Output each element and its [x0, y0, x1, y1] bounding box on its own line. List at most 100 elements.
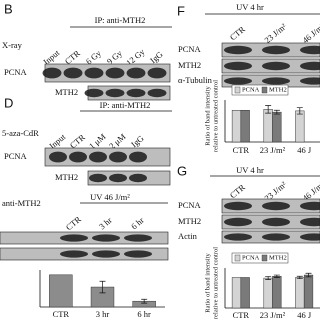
blot-band — [69, 151, 87, 163]
blot-band — [63, 67, 83, 79]
lane-label: IgG — [129, 133, 146, 149]
error-bar — [265, 105, 272, 114]
blot-band — [262, 77, 290, 85]
blot-band — [129, 151, 147, 163]
blot-label: α-Tubulin — [178, 75, 213, 85]
legend-label: MTH2 — [269, 254, 287, 261]
blot-band — [262, 201, 290, 211]
ip-label: IP: anti-MTH2 — [100, 100, 151, 110]
category-label: CTR — [53, 309, 70, 319]
blot-band — [147, 88, 167, 98]
lane-label: 3 hr — [97, 215, 114, 231]
category-label: 6 hr — [137, 309, 151, 319]
bar — [231, 109, 242, 143]
legend-swatch — [261, 86, 268, 94]
error-bar — [273, 274, 280, 278]
blot-band — [147, 67, 167, 79]
ip-label: IP: anti-MTH2 — [95, 15, 146, 25]
category-label: 46 J — [297, 145, 312, 155]
blot-band — [224, 233, 252, 241]
blot-label: PCNA — [178, 200, 202, 210]
error-bar — [296, 107, 303, 115]
error-bar — [296, 275, 303, 280]
bar — [231, 277, 242, 309]
y-axis-label: relative to untreated control — [212, 80, 219, 152]
lane-label: CTR — [228, 24, 247, 42]
panel-letter: F — [177, 3, 185, 18]
category-label: CTR — [233, 310, 250, 320]
blot-band — [300, 77, 320, 85]
blot-band — [60, 250, 88, 258]
bar — [272, 276, 282, 309]
blot-band — [126, 88, 146, 98]
legend-swatch — [261, 254, 268, 262]
blot-band — [84, 67, 104, 79]
lane-label: CTR — [68, 132, 87, 150]
blot-band — [109, 173, 127, 183]
blot-band — [105, 88, 125, 98]
blot-band — [262, 233, 290, 241]
lane-label: 6 hr — [129, 215, 146, 231]
treatment-label: UV 4 hr — [236, 2, 264, 12]
treatment-label: 5-aza-CdR — [2, 128, 39, 138]
lane-label: CTR — [64, 214, 83, 232]
treatment-label: X-ray — [2, 40, 23, 50]
blot-label: Actin — [178, 231, 198, 241]
bar — [295, 277, 305, 309]
lane-label: 46 J/m² — [300, 21, 320, 45]
blot-band — [42, 67, 62, 79]
category-label: 23 J/m² — [260, 310, 286, 320]
panel-letter: D — [4, 95, 13, 110]
legend-label: PCNA — [242, 254, 260, 261]
blot-band — [300, 233, 320, 241]
blot-label: PCNA — [4, 151, 28, 161]
blot-band — [89, 173, 107, 183]
blot-label: MTH2 — [55, 87, 78, 97]
blot-band — [262, 61, 290, 71]
blot-band — [60, 234, 88, 242]
legend-swatch — [234, 254, 241, 262]
blot-band — [124, 234, 152, 242]
bar — [303, 274, 314, 309]
blot-band — [129, 173, 147, 183]
blot-band — [124, 250, 152, 258]
blot-label: PCNA — [178, 44, 202, 54]
error-bar — [305, 272, 312, 278]
blot-band — [300, 217, 320, 227]
error-bar — [99, 280, 106, 294]
blot-band — [84, 88, 104, 98]
lane-label: CTR — [228, 182, 247, 200]
blot-label: MTH2 — [178, 60, 201, 70]
blot-band — [89, 151, 107, 163]
error-bar — [265, 276, 272, 280]
blot-band — [300, 61, 320, 71]
legend-label: PCNA — [242, 86, 260, 93]
lane-label: CTR — [63, 48, 82, 66]
blot-band — [109, 151, 127, 163]
blot-band — [126, 67, 146, 79]
lane-label: 6 Gy — [84, 47, 104, 66]
blot-band — [224, 201, 252, 211]
blot-band — [262, 217, 290, 227]
blot-band — [224, 61, 252, 71]
category-label: CTR — [233, 145, 250, 155]
bar — [263, 109, 273, 143]
bar — [272, 111, 282, 143]
y-axis-label: Ratio of band intensity — [204, 86, 211, 146]
lane-label: 9 Gy — [105, 47, 125, 66]
treatment-label: UV 46 J/m² — [90, 192, 130, 202]
blot-band — [224, 45, 252, 55]
bar — [240, 277, 250, 309]
treatment-label: UV 4 hr — [236, 165, 264, 175]
y-axis-label: Ratio of band intensity — [204, 253, 211, 313]
blot-band — [105, 67, 125, 79]
panel-letter: G — [177, 163, 187, 178]
lane-label: 23 J/m² — [262, 21, 288, 45]
blot-band — [300, 201, 320, 211]
y-axis-label: relative to untreated control — [212, 247, 219, 319]
legend-box — [231, 84, 289, 96]
bar — [263, 277, 273, 309]
blot-band — [224, 77, 252, 85]
category-label: 23 J/m² — [260, 145, 286, 155]
